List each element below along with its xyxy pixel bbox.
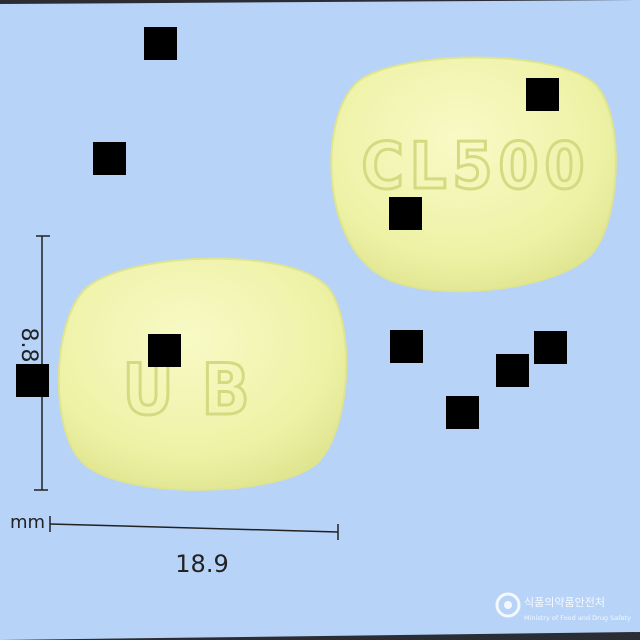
redaction-mark	[16, 364, 49, 397]
height-value: 8.8	[16, 328, 41, 363]
pill-back-imprint: UB	[122, 349, 277, 431]
pill-back: UB	[57, 257, 348, 491]
watermark-korean: 식품의약품안전처	[524, 595, 605, 609]
width-value: 18.9	[175, 550, 228, 578]
pill-front: CL500	[330, 56, 617, 293]
redaction-mark	[144, 27, 177, 60]
height-dimension: 8.8	[16, 235, 50, 491]
redaction-marks	[16, 27, 567, 429]
redaction-mark	[526, 78, 559, 111]
redaction-mark	[390, 330, 423, 363]
mfds-logo-icon	[495, 592, 521, 618]
redaction-mark	[389, 197, 422, 230]
pill-front-imprint: CL500	[361, 130, 590, 204]
width-dimension: 18.9	[49, 516, 339, 578]
redaction-mark	[446, 396, 479, 429]
watermark-english: Ministry of Food and Drug Safety	[524, 614, 631, 622]
unit-label: mm	[10, 512, 45, 533]
mfds-watermark: 식품의약품안전처 Ministry of Food and Drug Safet…	[495, 592, 631, 622]
redaction-mark	[93, 142, 126, 175]
redaction-mark	[148, 334, 181, 367]
redaction-mark	[534, 331, 567, 364]
redaction-mark	[496, 354, 529, 387]
